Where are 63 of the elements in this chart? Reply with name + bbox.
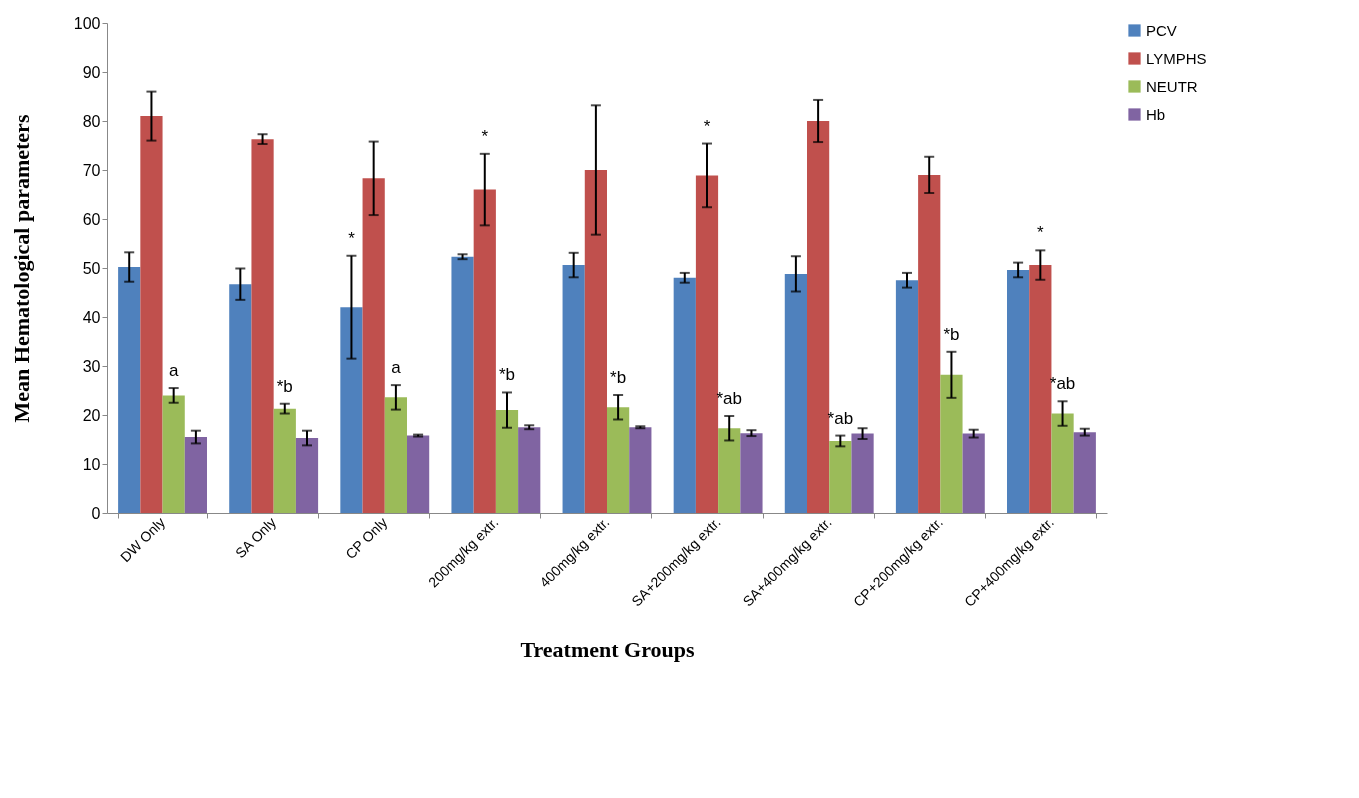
bar [1051,413,1074,513]
bar [518,427,541,513]
y-tick-label: 50 [82,259,101,277]
bar [118,267,141,513]
y-tick-label: 70 [82,161,101,179]
bar [784,273,807,513]
annotation: *b [498,365,516,385]
bar [140,116,163,513]
y-tick-label: 0 [91,504,101,522]
bar [473,189,496,513]
bar [718,428,741,513]
legend-label: Hb [1146,105,1166,123]
bar [340,307,363,513]
legend-label: LYMPHS [1146,49,1207,67]
bar [273,408,296,513]
bar [162,395,185,513]
annotation: * [348,228,356,248]
bar [851,433,874,513]
annotation: *b [610,367,627,387]
y-tick-label: 100 [73,14,101,32]
bar [1073,432,1096,513]
bar [251,139,274,513]
annotation: * [481,126,489,146]
annotation: *b [276,376,293,396]
bar [584,170,607,513]
bar [807,121,830,513]
y-tick-label: 10 [82,455,101,473]
bar [940,374,963,513]
annotation: a [391,358,402,378]
bar [962,433,985,513]
annotation: a [168,361,179,381]
bar [740,433,763,513]
y-tick-label: 40 [82,308,101,326]
bar [495,410,519,513]
bar [629,427,652,513]
y-tick-label: 60 [82,210,101,228]
x-axis-title: Treatment Groups [520,636,696,662]
bar [829,440,852,513]
bar [1007,269,1030,513]
bar [607,407,630,513]
bar [673,277,696,513]
y-tick-label: 80 [82,112,101,130]
bar [918,174,941,513]
y-tick-label: 20 [82,406,101,424]
bar [562,265,585,513]
bar [895,280,919,513]
bar [184,437,207,513]
y-axis-title: Mean Hematological parameters [8,114,34,423]
annotation: * [1037,223,1045,243]
annotation: * [703,116,711,136]
bar [295,438,319,513]
legend-label: NEUTR [1146,77,1198,95]
bar [229,284,252,513]
legend-label: PCV [1146,21,1177,39]
bar [384,397,407,513]
bar [1029,265,1052,513]
bar [451,256,474,513]
bar [362,178,385,513]
y-tick-label: 30 [82,357,101,375]
bar [407,435,430,513]
y-tick-label: 90 [82,63,101,81]
bar [695,175,719,513]
annotation: *b [943,324,960,344]
